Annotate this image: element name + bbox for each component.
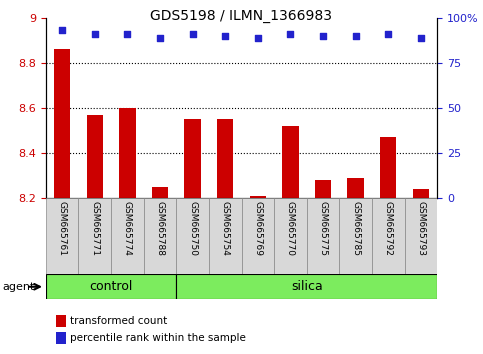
- Point: [221, 33, 229, 39]
- Bar: [185, 119, 201, 198]
- Text: agent: agent: [2, 282, 35, 292]
- Bar: [405, 198, 437, 274]
- Bar: [86, 115, 103, 198]
- Bar: [152, 187, 168, 198]
- Text: GSM665788: GSM665788: [156, 200, 165, 256]
- Bar: [380, 137, 397, 198]
- Text: GSM665785: GSM665785: [351, 200, 360, 256]
- Point: [91, 31, 99, 37]
- Text: silica: silica: [291, 280, 323, 293]
- Text: GDS5198 / ILMN_1366983: GDS5198 / ILMN_1366983: [151, 9, 332, 23]
- Point: [319, 33, 327, 39]
- Bar: [176, 198, 209, 274]
- Bar: [274, 198, 307, 274]
- Bar: [412, 189, 429, 198]
- Bar: [144, 198, 176, 274]
- Point: [156, 35, 164, 40]
- Bar: [347, 178, 364, 198]
- Text: GSM665771: GSM665771: [90, 200, 99, 256]
- Text: GSM665750: GSM665750: [188, 200, 197, 256]
- Text: GSM665770: GSM665770: [286, 200, 295, 256]
- Point: [189, 31, 197, 37]
- Text: control: control: [89, 280, 133, 293]
- Text: GSM665774: GSM665774: [123, 200, 132, 255]
- Point: [384, 31, 392, 37]
- Bar: [242, 198, 274, 274]
- Text: GSM665775: GSM665775: [318, 200, 327, 256]
- Bar: [315, 180, 331, 198]
- Bar: [307, 198, 339, 274]
- Point: [286, 31, 294, 37]
- Bar: [372, 198, 405, 274]
- Text: GSM665793: GSM665793: [416, 200, 426, 256]
- Bar: [119, 108, 136, 198]
- Bar: [339, 198, 372, 274]
- Bar: [176, 274, 437, 299]
- Point: [58, 28, 66, 33]
- Text: GSM665792: GSM665792: [384, 200, 393, 255]
- Point: [352, 33, 359, 39]
- Text: GSM665754: GSM665754: [221, 200, 230, 255]
- Bar: [282, 126, 298, 198]
- Bar: [209, 198, 242, 274]
- Bar: [217, 119, 233, 198]
- Text: transformed count: transformed count: [70, 316, 167, 326]
- Bar: [46, 274, 176, 299]
- Point: [254, 35, 262, 40]
- Bar: [54, 49, 71, 198]
- Point: [417, 35, 425, 40]
- Bar: [46, 198, 79, 274]
- Bar: [250, 196, 266, 198]
- Text: GSM665761: GSM665761: [57, 200, 67, 256]
- Bar: [78, 198, 111, 274]
- Point: [124, 31, 131, 37]
- Text: GSM665769: GSM665769: [253, 200, 262, 256]
- Bar: [111, 198, 144, 274]
- Text: percentile rank within the sample: percentile rank within the sample: [70, 333, 246, 343]
